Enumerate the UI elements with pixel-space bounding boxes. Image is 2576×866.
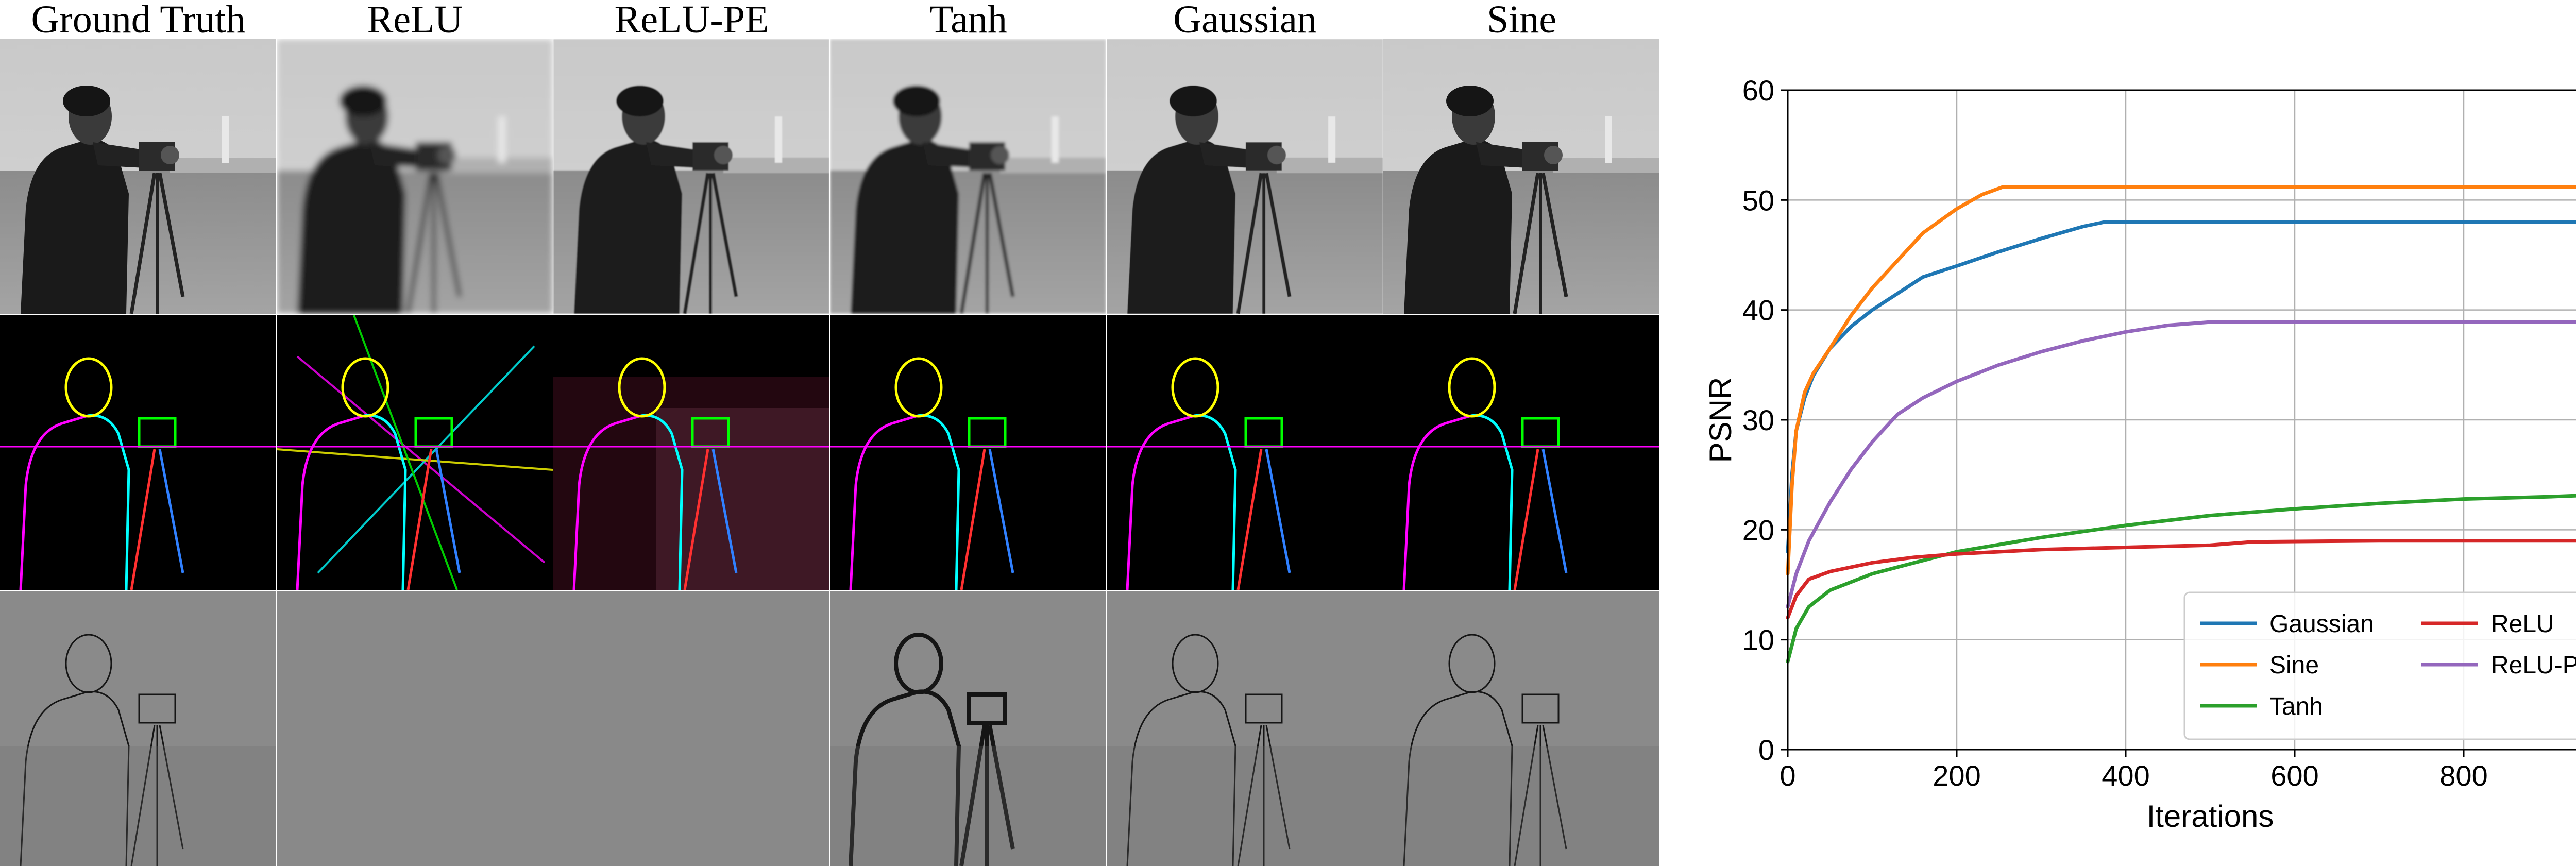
tile-gradient-gaussian	[1107, 315, 1383, 590]
tile-laplacian-sine	[1383, 591, 1659, 866]
tile-image-relu	[277, 39, 553, 314]
x-tick-label-200: 200	[1933, 759, 1980, 792]
x-axis-ticks: 02004006008001000	[1780, 750, 2488, 792]
column-title-gaussian: Gaussian	[1173, 0, 1317, 41]
legend-label-sine: Sine	[2269, 652, 2319, 679]
tile-gradient-tanh	[830, 315, 1106, 590]
column-title-ground-truth: Ground Truth	[31, 0, 246, 41]
column-title-sine: Sine	[1486, 0, 1557, 41]
x-tick-label-600: 600	[2270, 759, 2318, 792]
series-line-sine	[1786, 185, 2576, 576]
y-axis-ticks: 0 10 20 30 40 50 60	[1742, 74, 1788, 766]
x-axis-label: Iterations	[2147, 799, 2274, 834]
y-tick-label-10: 10	[1742, 624, 1774, 656]
chart-legend: Gaussian Sine Tanh ReLU ReLU-PE	[2183, 591, 2576, 740]
comparison-image-grid: Ground Truth ReLU ReLU-PE Tanh Gaussian Sine	[0, 0, 1659, 866]
y-tick-label-30: 30	[1742, 404, 1774, 436]
tile-image-sine	[1383, 39, 1659, 314]
tile-laplacian-ground-truth	[0, 591, 276, 866]
column-title-tanh: Tanh	[929, 0, 1007, 41]
tile-image-relu-pe	[553, 39, 829, 314]
legend-label-relu-pe: ReLU-PE	[2491, 652, 2576, 679]
tile-gradient-relu	[277, 315, 553, 590]
legend-label-tanh: Tanh	[2269, 693, 2323, 720]
series-line-tanh	[1786, 494, 2576, 664]
tile-laplacian-relu	[277, 591, 553, 866]
column-title-relu: ReLU	[367, 0, 463, 41]
x-tick-label-800: 800	[2439, 759, 2487, 792]
y-tick-label-60: 60	[1742, 74, 1774, 107]
legend-label-relu: ReLU	[2491, 610, 2554, 638]
tile-gradient-relu-pe	[553, 315, 829, 590]
y-tick-label-20: 20	[1742, 514, 1774, 546]
tile-laplacian-gaussian	[1107, 591, 1383, 866]
tile-image-tanh	[830, 39, 1106, 314]
x-tick-label-400: 400	[2102, 759, 2149, 792]
tile-gradient-sine	[1383, 315, 1659, 590]
series-line-gaussian	[1786, 220, 2576, 554]
x-tick-label-0: 0	[1780, 759, 1795, 792]
chart-series	[1786, 185, 2576, 664]
column-title-relu-pe: ReLU-PE	[614, 0, 769, 41]
tile-image-ground-truth	[0, 39, 276, 314]
series-line-relu-pe	[1786, 320, 2576, 609]
y-tick-label-50: 50	[1742, 184, 1774, 216]
series-line-relu	[1786, 539, 2576, 620]
legend-box	[2183, 591, 2576, 740]
tile-laplacian-tanh	[830, 591, 1106, 866]
tile-gradient-ground-truth	[0, 315, 276, 590]
tile-laplacian-relu-pe	[553, 591, 829, 866]
y-tick-label-0: 0	[1758, 734, 1774, 766]
legend-label-gaussian: Gaussian	[2269, 610, 2374, 638]
y-tick-label-40: 40	[1742, 294, 1774, 327]
y-axis-label: PSNR	[1703, 377, 1738, 463]
tile-image-gaussian	[1107, 39, 1383, 314]
